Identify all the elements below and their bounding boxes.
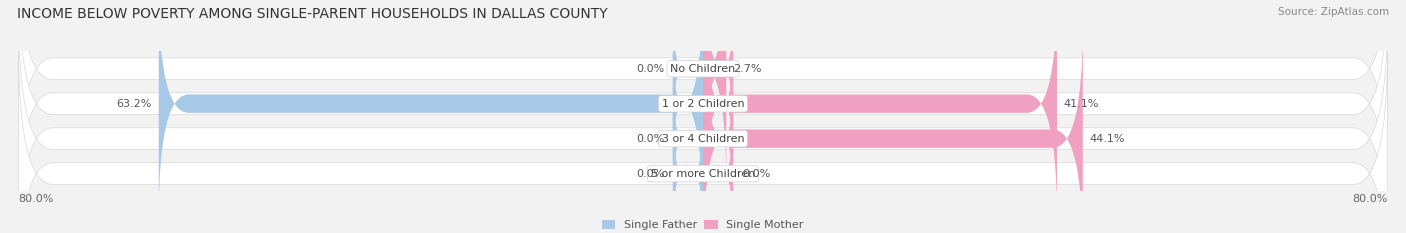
Text: 3 or 4 Children: 3 or 4 Children (662, 134, 744, 144)
FancyBboxPatch shape (673, 113, 703, 233)
FancyBboxPatch shape (703, 43, 733, 164)
FancyBboxPatch shape (673, 78, 703, 199)
Text: 80.0%: 80.0% (1353, 194, 1388, 204)
Text: No Children: No Children (671, 64, 735, 74)
FancyBboxPatch shape (18, 10, 1388, 233)
FancyBboxPatch shape (673, 43, 703, 164)
Text: 2.7%: 2.7% (733, 64, 762, 74)
FancyBboxPatch shape (703, 8, 733, 129)
Text: 0.0%: 0.0% (636, 64, 664, 74)
FancyBboxPatch shape (159, 0, 703, 217)
Text: INCOME BELOW POVERTY AMONG SINGLE-PARENT HOUSEHOLDS IN DALLAS COUNTY: INCOME BELOW POVERTY AMONG SINGLE-PARENT… (17, 7, 607, 21)
FancyBboxPatch shape (18, 0, 1388, 233)
FancyBboxPatch shape (703, 26, 1083, 233)
Text: Source: ZipAtlas.com: Source: ZipAtlas.com (1278, 7, 1389, 17)
Legend: Single Father, Single Mother: Single Father, Single Mother (602, 220, 804, 230)
FancyBboxPatch shape (673, 8, 703, 129)
Text: 41.1%: 41.1% (1064, 99, 1099, 109)
FancyBboxPatch shape (696, 0, 733, 182)
Text: 63.2%: 63.2% (117, 99, 152, 109)
FancyBboxPatch shape (703, 78, 733, 199)
FancyBboxPatch shape (703, 0, 1057, 217)
FancyBboxPatch shape (18, 45, 1388, 233)
Text: 5 or more Children: 5 or more Children (651, 169, 755, 178)
Text: 80.0%: 80.0% (18, 194, 53, 204)
Text: 0.0%: 0.0% (636, 134, 664, 144)
FancyBboxPatch shape (703, 113, 733, 233)
Text: 44.1%: 44.1% (1090, 134, 1125, 144)
Text: 0.0%: 0.0% (742, 169, 770, 178)
Text: 1 or 2 Children: 1 or 2 Children (662, 99, 744, 109)
FancyBboxPatch shape (18, 0, 1388, 198)
Text: 0.0%: 0.0% (636, 169, 664, 178)
